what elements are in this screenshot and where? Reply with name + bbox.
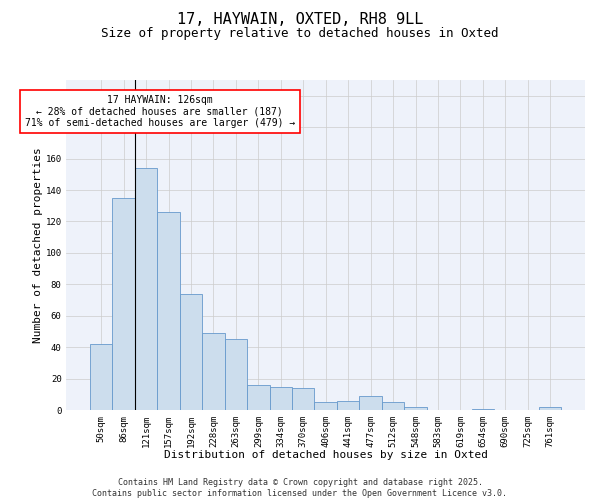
Bar: [314, 402, 337, 410]
Bar: [112, 198, 135, 410]
Bar: [224, 340, 247, 410]
Text: 17, HAYWAIN, OXTED, RH8 9LL: 17, HAYWAIN, OXTED, RH8 9LL: [177, 12, 423, 28]
Bar: [337, 400, 359, 410]
Bar: [539, 407, 562, 410]
Text: Size of property relative to detached houses in Oxted: Size of property relative to detached ho…: [101, 28, 499, 40]
X-axis label: Distribution of detached houses by size in Oxted: Distribution of detached houses by size …: [164, 450, 488, 460]
Bar: [382, 402, 404, 410]
Bar: [269, 386, 292, 410]
Bar: [135, 168, 157, 410]
Bar: [180, 294, 202, 410]
Bar: [472, 408, 494, 410]
Text: 17 HAYWAIN: 126sqm
← 28% of detached houses are smaller (187)
71% of semi-detach: 17 HAYWAIN: 126sqm ← 28% of detached hou…: [25, 95, 295, 128]
Bar: [202, 333, 224, 410]
Y-axis label: Number of detached properties: Number of detached properties: [32, 147, 43, 343]
Bar: [292, 388, 314, 410]
Bar: [359, 396, 382, 410]
Bar: [247, 385, 269, 410]
Bar: [157, 212, 180, 410]
Text: Contains HM Land Registry data © Crown copyright and database right 2025.
Contai: Contains HM Land Registry data © Crown c…: [92, 478, 508, 498]
Bar: [90, 344, 112, 410]
Bar: [404, 407, 427, 410]
